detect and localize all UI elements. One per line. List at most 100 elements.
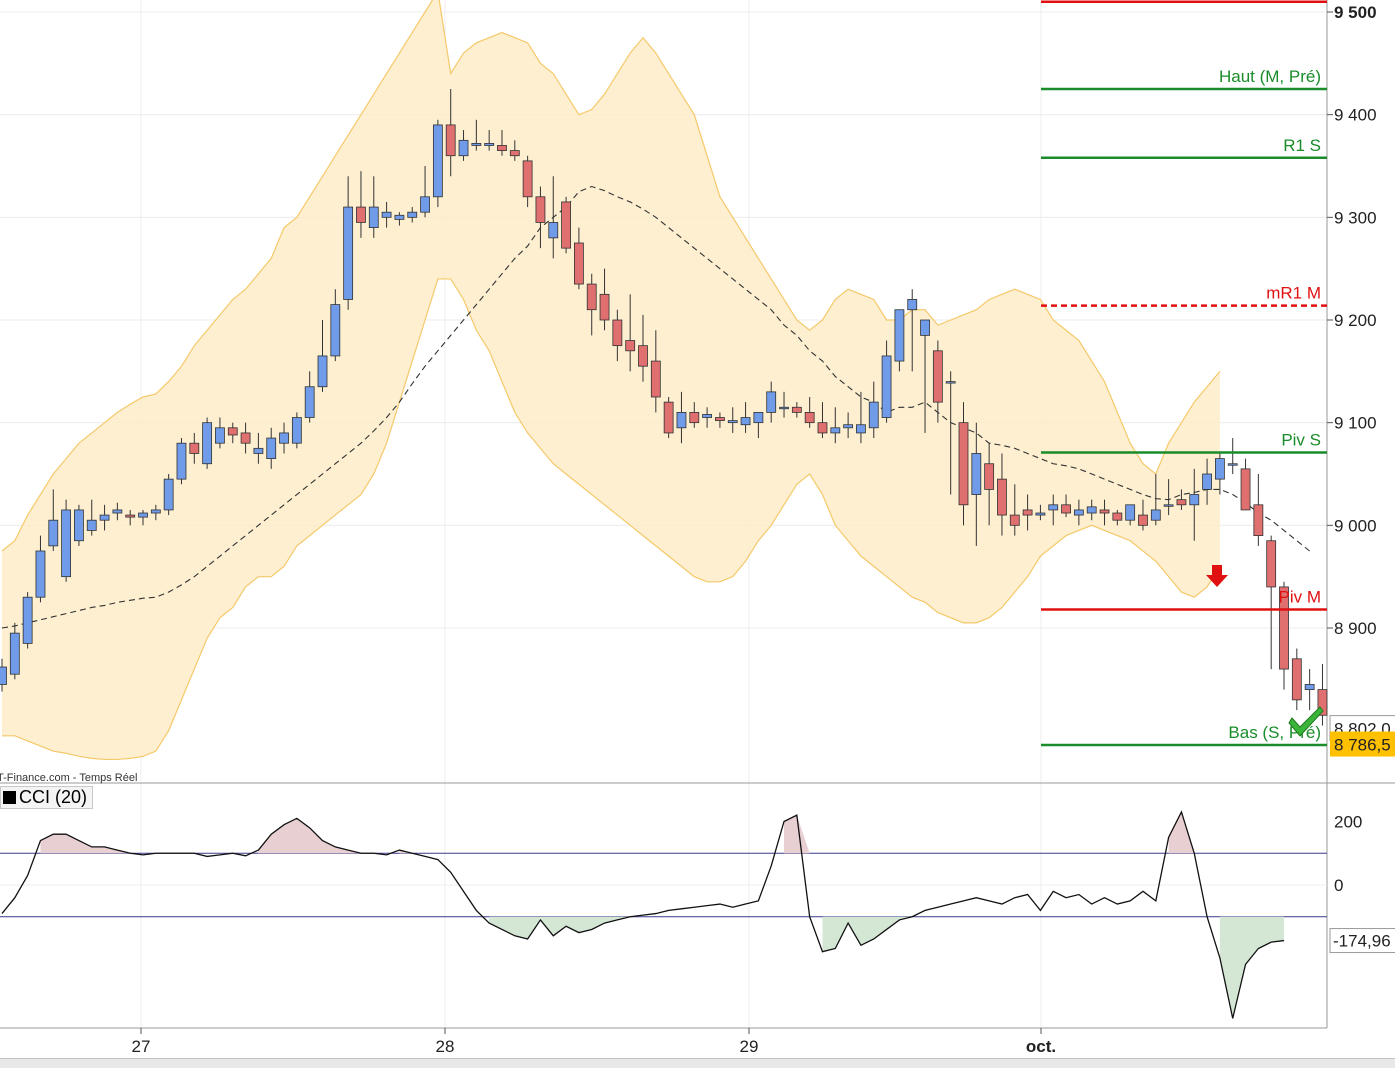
cci-color-swatch: [3, 791, 16, 804]
candle-body: [176, 442, 187, 480]
bottom-toolbar: [0, 1058, 1395, 1068]
candle-body: [791, 406, 802, 413]
candle-body: [240, 432, 251, 444]
candle-body: [48, 519, 59, 547]
candle-body: [830, 427, 841, 434]
candle-body: [125, 514, 136, 518]
candle-body: [1112, 512, 1123, 521]
y-tick-label: 8 900: [1334, 619, 1377, 638]
candle-body: [202, 422, 213, 465]
candle-body: [1125, 504, 1136, 521]
candle-body: [1061, 504, 1071, 514]
cci-tag-label: -174,96: [1333, 932, 1391, 951]
candle-body: [432, 124, 443, 198]
level-label: mR1 M: [1266, 284, 1321, 303]
candle-body: [689, 411, 700, 424]
candle-body: [727, 420, 738, 424]
candle-body: [907, 299, 918, 311]
candle-body: [932, 350, 943, 403]
candle-body: [1138, 514, 1148, 526]
candle-body: [663, 401, 674, 434]
candle-body: [548, 222, 559, 239]
candle-body: [484, 143, 495, 146]
candle-body: [753, 411, 764, 424]
y-tick-label: 9 300: [1334, 208, 1377, 227]
candle-body: [945, 381, 956, 384]
x-tick-label: 27: [132, 1037, 151, 1056]
candle-body: [189, 442, 200, 454]
candle-body: [497, 145, 507, 151]
candle-body: [253, 447, 264, 454]
candle-body: [1009, 514, 1020, 526]
candle-body: [868, 401, 879, 429]
x-tick-label: 28: [436, 1037, 455, 1056]
x-tick-label: 29: [740, 1037, 759, 1056]
candle-body: [1073, 509, 1084, 516]
candle-body: [0, 666, 7, 685]
candle-body: [1227, 463, 1238, 466]
y-tick-label: 9 100: [1334, 414, 1377, 433]
candle-body: [1291, 658, 1302, 701]
y-tick-label: 9 500: [1334, 3, 1377, 22]
candle-body: [368, 206, 379, 228]
candle-body: [445, 124, 456, 157]
candle-body: [343, 206, 354, 300]
cci-legend-label: CCI (20): [19, 787, 88, 807]
candle-body: [112, 509, 123, 514]
candle-body: [522, 160, 533, 198]
candle-body: [1304, 684, 1315, 691]
candle-body: [599, 293, 610, 321]
candle-body: [779, 406, 789, 410]
y-tick-label: 9 400: [1334, 106, 1377, 125]
candle-body: [856, 424, 866, 434]
candle-body: [894, 309, 905, 362]
level-label: R1 S: [1283, 136, 1321, 155]
candle-body: [330, 304, 341, 357]
candle-body: [291, 417, 302, 444]
candle-body: [612, 319, 623, 347]
candle-body: [1163, 504, 1174, 507]
candle-body: [804, 411, 815, 424]
candle-body: [304, 386, 315, 418]
candle-body: [99, 514, 110, 521]
candle-body: [227, 427, 238, 436]
price-tag-bg: [1330, 731, 1395, 757]
candle-body: [317, 355, 328, 388]
candle-body: [22, 596, 33, 644]
candle-body: [535, 196, 546, 223]
sell-arrow-icon: [1206, 565, 1228, 587]
candle-body: [1266, 540, 1277, 588]
candle-body: [997, 478, 1007, 516]
candle-body: [1240, 468, 1251, 511]
candle-body: [984, 463, 995, 490]
candle-body: [1086, 506, 1097, 514]
candle-body: [266, 437, 277, 460]
candle-body: [881, 355, 892, 418]
candle-body: [958, 422, 969, 506]
candle-body: [471, 143, 482, 146]
cci-line: [1, 810, 1285, 1019]
candle-body: [1022, 509, 1033, 516]
candle-body: [1176, 499, 1187, 506]
candle-body: [650, 360, 661, 398]
candle-body: [138, 512, 148, 518]
cci-oversold-fill: [489, 916, 1284, 1019]
candle-body: [74, 509, 84, 542]
candle-body: [9, 632, 20, 675]
candle-body: [561, 201, 571, 249]
candle-body: [420, 196, 430, 213]
candle-body: [394, 214, 405, 220]
cci-tick-label: 200: [1334, 813, 1362, 832]
candle-body: [61, 509, 71, 578]
candle-body: [1189, 494, 1200, 506]
candle-body: [766, 391, 777, 413]
bollinger-middle-line: [1, 185, 1310, 629]
candle-body: [625, 340, 636, 352]
candle-body: [1202, 473, 1212, 490]
x-tick-label: oct.: [1026, 1037, 1056, 1056]
candle-body: [86, 519, 97, 531]
candle-body: [163, 478, 174, 511]
cci-legend[interactable]: CCI (20): [0, 786, 93, 809]
candle-body: [920, 319, 930, 336]
candle-body: [676, 411, 687, 429]
